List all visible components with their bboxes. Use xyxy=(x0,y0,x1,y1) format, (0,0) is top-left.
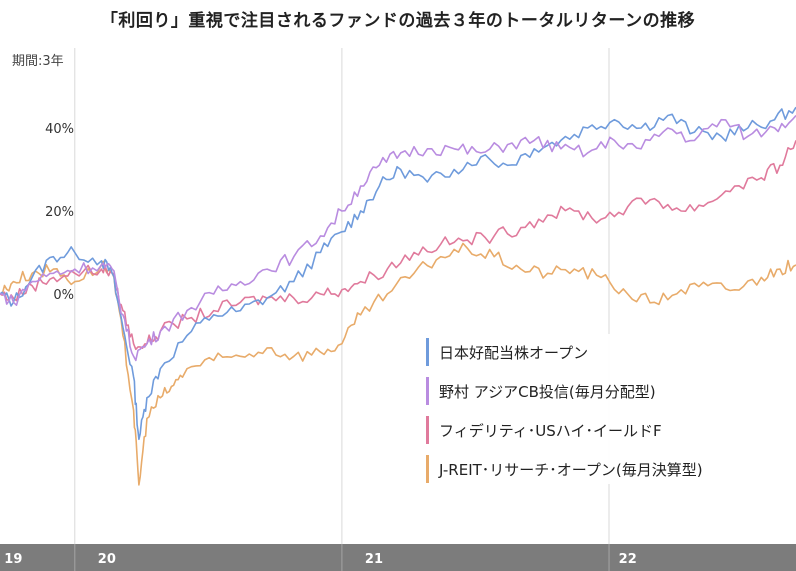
x-tick-label-2: 21 xyxy=(365,552,383,567)
y-axis-ticks: 40% 20% 0% xyxy=(45,122,74,303)
x-tick-label-1: 20 xyxy=(98,552,116,567)
legend-swatch-1 xyxy=(426,377,429,405)
series-line-0 xyxy=(0,106,796,441)
legend-swatch-2 xyxy=(426,416,429,444)
series-lines xyxy=(0,106,796,486)
y-tick-label-1: 20% xyxy=(45,205,74,220)
legend-background xyxy=(420,334,756,484)
legend-label-1: 野村 アジアCB投信(毎月分配型) xyxy=(439,383,656,401)
series-line-1 xyxy=(0,114,796,362)
series-line-2 xyxy=(0,140,796,351)
chart-title: 「利回り」重視で注目されるファンドの過去３年のトータルリターンの推移 xyxy=(100,11,696,31)
legend-label-0: 日本好配当株オープン xyxy=(439,344,588,362)
chart-area: 40% 20% 0% 19 20 21 22 日本好配当株オープン野村 アジアCB投信(毎… xyxy=(0,42,796,571)
legend-swatch-0 xyxy=(426,338,429,366)
x-axis-bar: 19 20 21 22 xyxy=(0,544,796,571)
legend-swatch-3 xyxy=(426,455,429,483)
period-label: 期間:3年 xyxy=(12,54,64,69)
y-tick-label-0: 40% xyxy=(45,122,74,137)
x-tick-label-0: 19 xyxy=(4,552,22,567)
y-tick-label-2: 0% xyxy=(53,288,74,303)
legend-label-3: J-REIT･リサーチ･オープン(毎月決算型) xyxy=(438,461,703,479)
legend-label-2: フィデリティ･USハイ･イールドF xyxy=(439,422,662,440)
x-axis-band xyxy=(0,544,796,571)
x-tick-label-3: 22 xyxy=(619,552,637,567)
